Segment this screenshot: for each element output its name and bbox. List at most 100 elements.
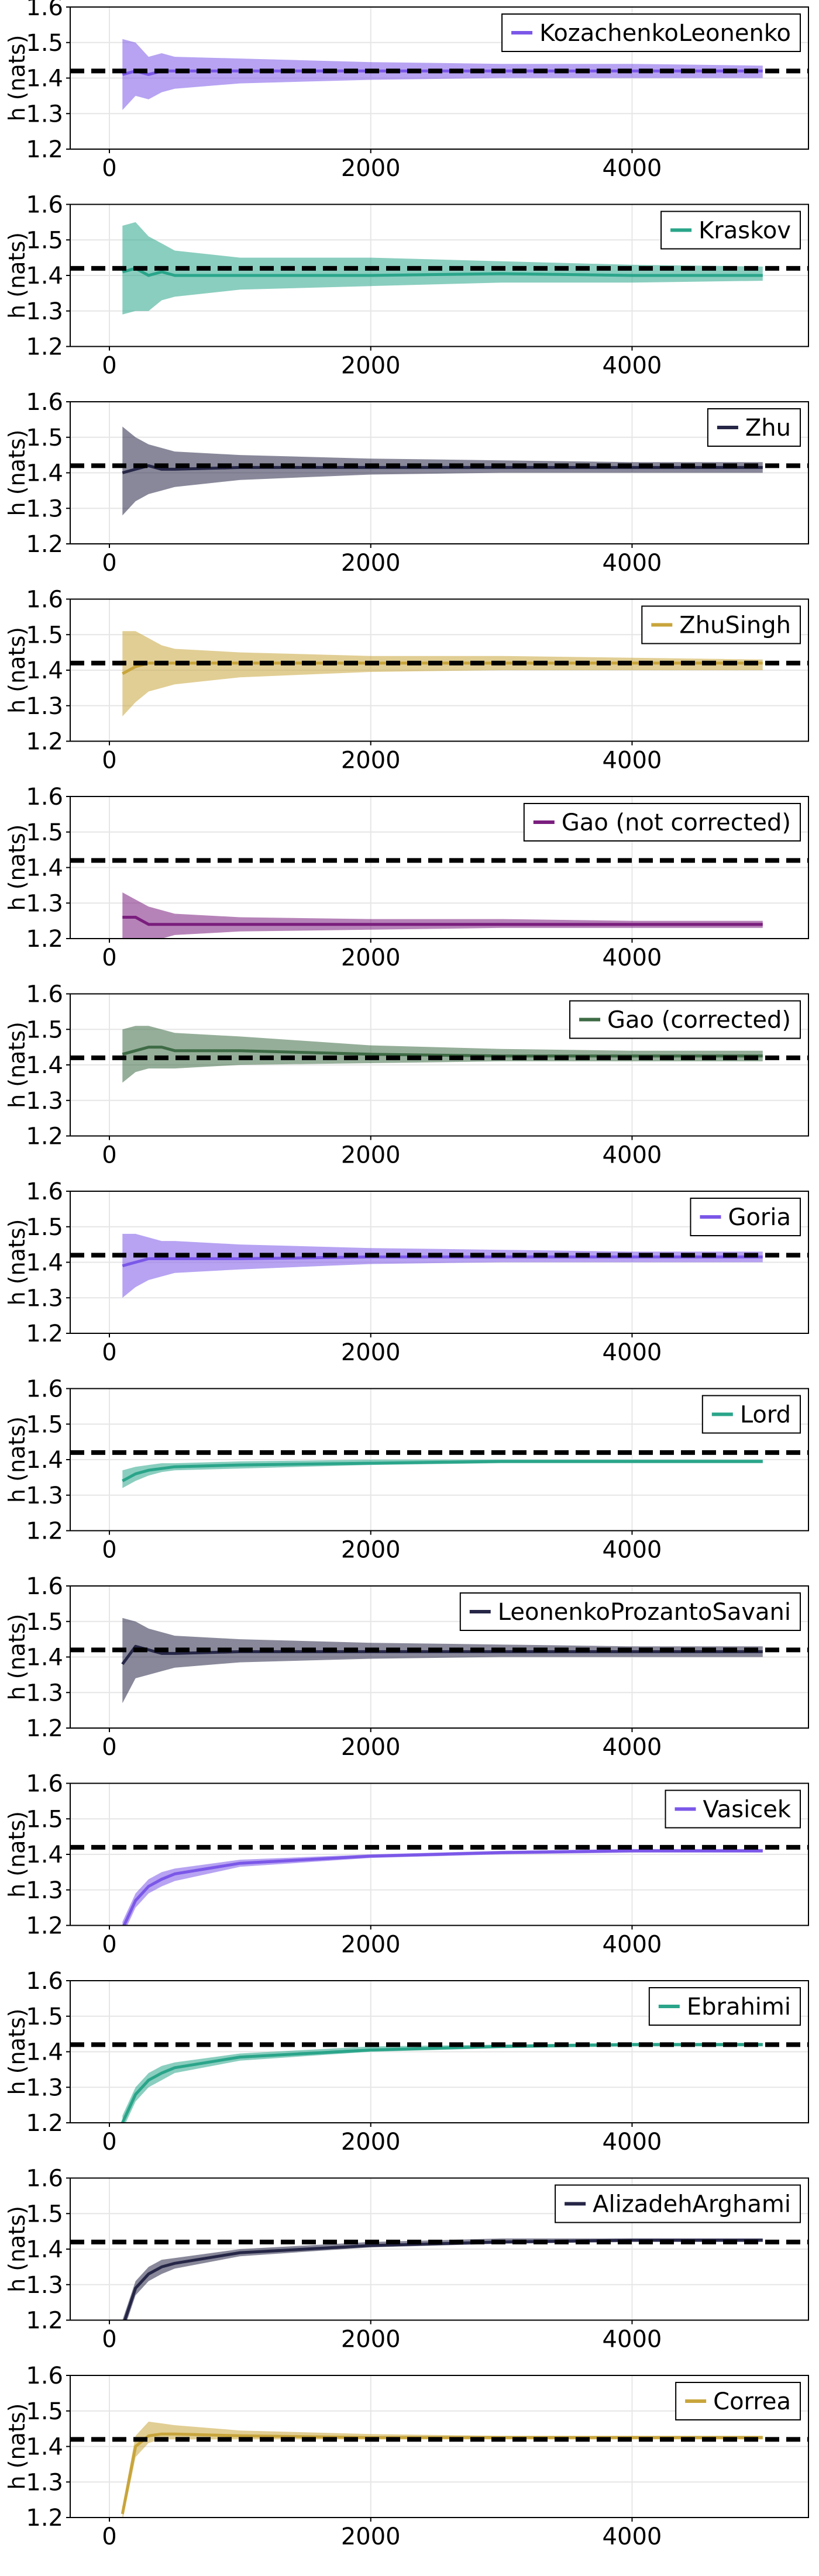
x-tick-label: 2000 (341, 1932, 401, 1958)
y-axis-label: h (nats) (4, 1614, 30, 1701)
x-tick-label: 2000 (341, 2326, 401, 2353)
y-axis-label: h (nats) (4, 2403, 30, 2490)
y-axis-label: h (nats) (4, 2009, 30, 2095)
legend: Correa (675, 2382, 801, 2420)
y-tick-label: 1.6 (26, 2165, 63, 2192)
x-tick-label: 2000 (341, 1734, 401, 1761)
y-tick-label: 1.4 (26, 2039, 63, 2066)
x-tick-label: 0 (102, 353, 116, 380)
y-tick-label: 1.4 (26, 65, 63, 92)
x-tick-label: 4000 (603, 550, 662, 577)
x-tick-label: 4000 (603, 353, 662, 380)
x-tick-label: 0 (102, 2326, 116, 2353)
legend-label: Kraskov (698, 218, 791, 244)
x-tick-label: 2000 (341, 353, 401, 380)
y-tick-label: 1.4 (26, 657, 63, 684)
legend: Gao (not corrected) (523, 803, 801, 842)
y-tick-label: 1.2 (26, 136, 63, 163)
series-line (122, 1849, 763, 1926)
y-tick-label: 1.3 (26, 2272, 63, 2299)
y-axis-label: h (nats) (4, 1811, 30, 1898)
y-tick-label: 1.6 (26, 0, 63, 21)
y-axis-label: h (nats) (4, 35, 30, 122)
x-tick-label: 0 (102, 944, 116, 971)
y-tick-label: 1.6 (26, 1178, 63, 1205)
y-tick-label: 1.3 (26, 1285, 63, 1312)
legend-box (501, 13, 801, 52)
y-tick-label: 1.4 (26, 460, 63, 487)
y-tick-label: 1.3 (26, 890, 63, 917)
y-tick-label: 1.4 (26, 1447, 63, 1474)
confidence-band (122, 1233, 763, 1298)
y-tick-label: 1.4 (26, 263, 63, 289)
series-line (122, 1460, 763, 1482)
x-tick-label: 4000 (603, 1142, 662, 1169)
y-tick-label: 1.5 (26, 425, 63, 451)
panel-7: 1.2 1.3 1.4 1.5 1.6 0 2000 4000 h (nats) Lord (4, 1376, 809, 1564)
x-tick-label: 2000 (341, 155, 401, 182)
y-tick-label: 1.2 (26, 729, 63, 756)
y-tick-label: 1.3 (26, 1877, 63, 1904)
x-tick-label: 2000 (341, 944, 401, 971)
y-tick-label: 1.3 (26, 101, 63, 127)
y-tick-label: 1.3 (26, 2469, 63, 2496)
y-axis-label: h (nats) (4, 430, 30, 516)
y-tick-label: 1.4 (26, 1644, 63, 1671)
y-tick-label: 1.3 (26, 1680, 63, 1706)
y-tick-label: 1.5 (26, 1806, 63, 1833)
y-tick-label: 1.5 (26, 30, 63, 57)
x-tick-label: 4000 (603, 1734, 662, 1761)
confidence-band (122, 2422, 763, 2518)
x-tick-label: 0 (102, 1734, 116, 1761)
y-tick-label: 1.3 (26, 495, 63, 522)
legend: Goria (690, 1198, 801, 1236)
x-tick-label: 0 (102, 2523, 116, 2550)
legend: Lord (701, 1395, 801, 1434)
y-tick-label: 1.6 (26, 389, 63, 416)
plot-area (122, 1460, 763, 1488)
x-tick-label: 2000 (341, 2129, 401, 2156)
confidence-band (122, 1460, 763, 1488)
legend-box (523, 803, 801, 842)
y-tick-label: 1.2 (26, 334, 63, 361)
y-tick-label: 1.5 (26, 227, 63, 254)
legend-box (555, 2184, 801, 2223)
panel-10: 1.2 1.3 1.4 1.5 1.6 0 2000 4000 h (nats) Ebrahimi (4, 1968, 809, 2156)
y-axis-label: h (nats) (4, 825, 30, 911)
panel-8: 1.2 1.3 1.4 1.5 1.6 0 2000 4000 h (nats) Leonenko… (4, 1573, 809, 1761)
confidence-band (122, 426, 763, 516)
legend-label: Lord (740, 1402, 791, 1429)
y-tick-label: 1.3 (26, 298, 63, 325)
x-tick-label: 0 (102, 1932, 116, 1958)
confidence-band (122, 631, 763, 716)
y-tick-label: 1.6 (26, 1573, 63, 1600)
x-tick-label: 0 (102, 2129, 116, 2156)
confidence-band (122, 2043, 763, 2123)
y-tick-label: 1.4 (26, 2236, 63, 2263)
x-tick-label: 0 (102, 1537, 116, 1564)
x-tick-label: 4000 (603, 747, 662, 774)
plot-area (121, 2422, 763, 2518)
series-line (122, 916, 763, 926)
x-tick-label: 4000 (603, 2523, 662, 2550)
confidence-band (122, 892, 763, 939)
y-axis-label: h (nats) (4, 2206, 30, 2292)
y-tick-label: 1.5 (26, 1016, 63, 1043)
y-tick-label: 1.6 (26, 192, 63, 219)
y-tick-label: 1.5 (26, 819, 63, 846)
legend-box (459, 1592, 801, 1631)
legend-label: Correa (713, 2388, 791, 2415)
x-tick-label: 4000 (603, 2129, 662, 2156)
legend: Zhu (707, 408, 801, 447)
plot-area (122, 1233, 763, 1298)
plot-area (122, 892, 763, 939)
y-tick-label: 1.6 (26, 1771, 63, 1798)
y-tick-label: 1.4 (26, 855, 63, 882)
panel-4: 1.2 1.3 1.4 1.5 1.6 0 2000 4000 h (nats) Gao (not… (4, 784, 809, 971)
x-tick-label: 2000 (341, 1142, 401, 1169)
y-tick-label: 1.3 (26, 693, 63, 720)
y-tick-label: 1.5 (26, 2398, 63, 2425)
x-tick-label: 2000 (341, 1537, 401, 1564)
